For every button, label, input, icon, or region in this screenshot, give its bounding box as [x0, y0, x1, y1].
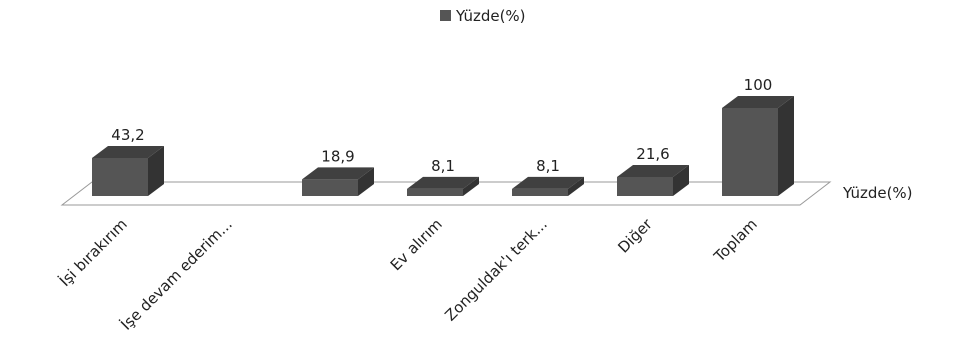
bar: [302, 179, 358, 196]
bar: [512, 188, 568, 196]
value-label: 21,6: [636, 145, 669, 163]
x-tick-label: Zonguldak'ı terk...: [441, 215, 551, 325]
series-axis-label: Yüzde(%): [842, 184, 913, 202]
x-tick-label: İşe devam ederim...: [117, 214, 236, 333]
x-tick-label: Diğer: [614, 215, 656, 257]
bar-top: [407, 176, 479, 189]
bar-side: [673, 164, 689, 196]
value-label: 100: [744, 76, 773, 94]
x-tick-label: İşi bırakırım: [55, 214, 131, 290]
value-label: 18,9: [321, 147, 354, 165]
bar: [617, 176, 673, 196]
bar-top: [722, 96, 794, 108]
bar-side: [568, 176, 584, 196]
x-tick-label: Toplam: [710, 215, 761, 266]
bar: [407, 188, 463, 196]
bar-side: [358, 167, 374, 196]
x-tick-label: Ev alırım: [387, 215, 446, 274]
bar-side: [778, 96, 794, 196]
bar-top: [617, 164, 689, 177]
bar-top: [512, 176, 584, 189]
legend-swatch: [440, 10, 451, 21]
legend-label: Yüzde(%): [455, 7, 526, 25]
value-label: 8,1: [431, 157, 455, 175]
bar-top: [302, 167, 374, 180]
bar-top: [92, 145, 164, 158]
bar-side: [148, 145, 164, 196]
value-label: 8,1: [536, 157, 560, 175]
bar: [92, 157, 148, 196]
bar-side: [463, 176, 479, 196]
value-label: 43,2: [111, 126, 144, 144]
bar: [722, 108, 778, 196]
